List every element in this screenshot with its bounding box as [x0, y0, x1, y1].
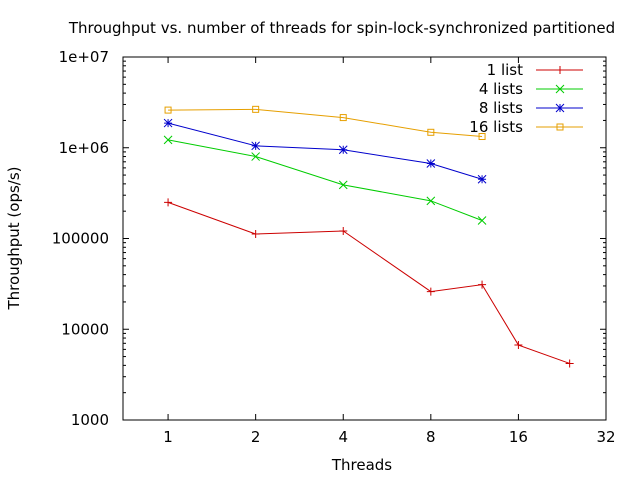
y-tick-label: 10000 [61, 320, 109, 338]
legend-marker-4-lists [555, 84, 565, 94]
series-line-4-lists [167, 139, 483, 221]
data-point-1-list [514, 341, 523, 350]
x-tick-label: 8 [426, 428, 436, 446]
data-point-16-lists [427, 128, 435, 136]
data-point-8-lists [163, 118, 173, 128]
y-axis-label: Throughput (ops/s) [5, 167, 23, 311]
data-point-1-list [251, 230, 260, 239]
legend-label-1-list: 1 list [487, 61, 523, 79]
plot-frame [122, 56, 607, 421]
legend-label-8-lists: 8 lists [479, 99, 523, 117]
data-point-16-lists [478, 133, 486, 141]
y-tick-label: 1e+06 [59, 139, 109, 157]
x-tick-label: 1 [163, 428, 173, 446]
data-point-1-list [164, 198, 173, 207]
legend-marker-1-list [556, 66, 564, 74]
data-point-16-lists [339, 114, 347, 122]
y-tick-label: 1e+07 [59, 48, 109, 66]
data-point-4-lists [338, 180, 348, 190]
data-point-4-lists [477, 216, 487, 225]
data-point-16-lists [252, 105, 260, 113]
series-line-8-lists [167, 122, 483, 180]
y-tick-label: 1000 [71, 411, 109, 429]
data-point-8-lists [251, 141, 261, 151]
data-point-1-list [339, 226, 348, 235]
x-axis-label: Threads [331, 456, 392, 474]
data-point-8-lists [338, 145, 348, 155]
data-point-1-list [426, 287, 435, 296]
x-tick-label: 16 [509, 428, 528, 446]
legend-label-4-lists: 4 lists [479, 80, 523, 98]
chart-title: Throughput vs. number of threads for spi… [68, 19, 615, 37]
x-tick-label: 2 [251, 428, 261, 446]
series-line-1-list [167, 201, 570, 364]
data-point-4-lists [426, 196, 436, 206]
data-point-8-lists [426, 159, 436, 168]
series-line-16-lists [168, 108, 483, 138]
legend-marker-16-lists [556, 123, 564, 131]
legend-marker-8-lists [555, 103, 565, 113]
legend-label-16-lists: 16 lists [469, 118, 523, 136]
y-tick-label: 100000 [52, 230, 109, 248]
data-point-16-lists [164, 106, 172, 114]
data-point-1-list [478, 280, 487, 289]
x-tick-label: 32 [596, 428, 615, 446]
data-point-4-lists [251, 152, 261, 161]
x-tick-label: 4 [338, 428, 348, 446]
data-point-1-list [565, 359, 574, 368]
data-point-4-lists [163, 135, 173, 145]
data-point-8-lists [477, 174, 487, 184]
